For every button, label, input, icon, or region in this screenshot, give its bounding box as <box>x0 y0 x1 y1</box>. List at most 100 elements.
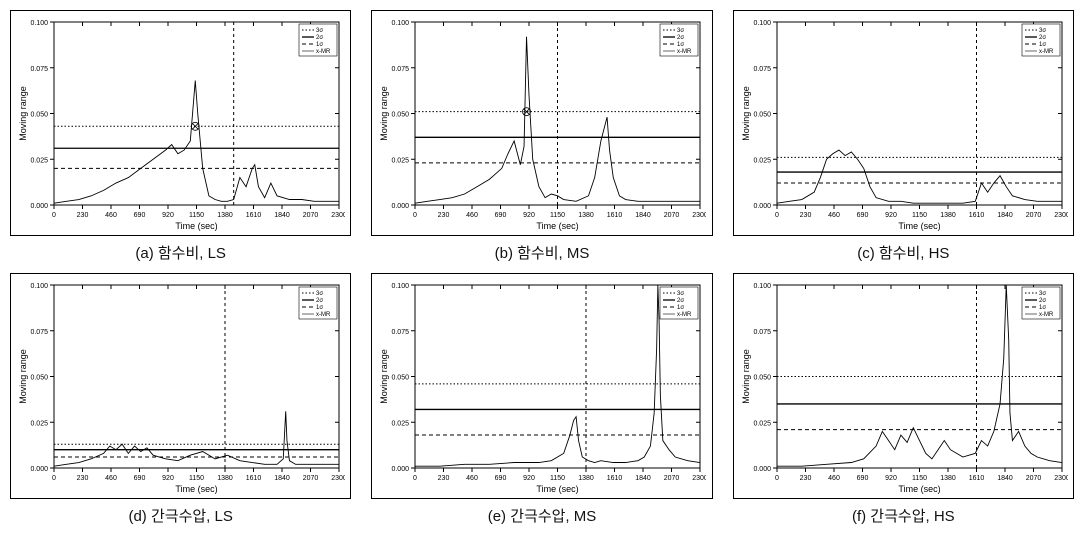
svg-text:230: 230 <box>77 475 89 482</box>
svg-text:230: 230 <box>799 212 811 219</box>
panel-b-chart: 02304606909201150138016101840207023000.0… <box>371 10 712 236</box>
svg-text:1σ: 1σ <box>316 42 323 48</box>
svg-text:Time (sec): Time (sec) <box>537 221 579 231</box>
panel-c-chart: 02304606909201150138016101840207023000.0… <box>733 10 1074 236</box>
svg-text:1380: 1380 <box>217 475 233 482</box>
svg-text:230: 230 <box>77 212 89 219</box>
svg-text:Moving range: Moving range <box>379 86 389 141</box>
panel-f-cell: 02304606909201150138016101840207023000.0… <box>733 273 1074 526</box>
svg-text:Time (sec): Time (sec) <box>537 484 579 494</box>
svg-text:690: 690 <box>495 212 507 219</box>
svg-text:0: 0 <box>52 475 56 482</box>
svg-text:1610: 1610 <box>968 475 984 482</box>
svg-text:1150: 1150 <box>550 212 565 219</box>
svg-text:1610: 1610 <box>607 475 623 482</box>
svg-text:1σ: 1σ <box>677 305 684 311</box>
svg-text:1840: 1840 <box>636 475 652 482</box>
svg-text:1150: 1150 <box>189 475 204 482</box>
svg-text:0.050: 0.050 <box>392 112 410 119</box>
svg-text:690: 690 <box>134 212 146 219</box>
svg-text:1610: 1610 <box>246 212 262 219</box>
svg-text:x-MR: x-MR <box>1039 49 1054 55</box>
svg-text:1σ: 1σ <box>316 305 323 311</box>
svg-text:0.000: 0.000 <box>30 203 48 210</box>
svg-text:0: 0 <box>775 212 779 219</box>
svg-text:460: 460 <box>105 475 117 482</box>
svg-text:Time (sec): Time (sec) <box>175 484 217 494</box>
svg-text:690: 690 <box>856 475 868 482</box>
svg-text:2300: 2300 <box>693 212 707 219</box>
svg-text:2070: 2070 <box>1025 475 1041 482</box>
svg-text:0.075: 0.075 <box>30 66 48 73</box>
svg-text:Time (sec): Time (sec) <box>898 484 940 494</box>
svg-text:0.025: 0.025 <box>30 157 48 164</box>
svg-text:0: 0 <box>413 212 417 219</box>
svg-text:2070: 2070 <box>303 475 319 482</box>
panel-a-chart: 02304606909201150138016101840207023000.0… <box>10 10 351 236</box>
panel-e-cell: 02304606909201150138016101840207023000.0… <box>371 273 712 526</box>
svg-text:2300: 2300 <box>331 212 345 219</box>
panel-d-caption: (d) 간극수압, LS <box>128 505 232 526</box>
svg-text:2σ: 2σ <box>316 35 323 41</box>
svg-text:1380: 1380 <box>940 475 956 482</box>
svg-text:Moving range: Moving range <box>18 86 28 141</box>
svg-text:1σ: 1σ <box>1039 305 1046 311</box>
svg-text:0.025: 0.025 <box>392 157 410 164</box>
svg-text:1840: 1840 <box>274 475 290 482</box>
svg-text:0.025: 0.025 <box>392 420 410 427</box>
svg-text:0.000: 0.000 <box>392 466 410 473</box>
svg-text:1150: 1150 <box>550 475 565 482</box>
svg-text:0: 0 <box>775 475 779 482</box>
svg-text:460: 460 <box>828 212 840 219</box>
svg-text:2070: 2070 <box>1025 212 1041 219</box>
svg-text:3σ: 3σ <box>1039 28 1046 34</box>
svg-text:0.075: 0.075 <box>392 66 410 73</box>
panel-b-caption: (b) 함수비, MS <box>495 242 590 263</box>
svg-text:920: 920 <box>162 475 174 482</box>
svg-text:Time (sec): Time (sec) <box>175 221 217 231</box>
svg-text:2σ: 2σ <box>1039 35 1046 41</box>
svg-text:1150: 1150 <box>912 212 927 219</box>
svg-text:1840: 1840 <box>997 475 1013 482</box>
svg-text:230: 230 <box>438 212 450 219</box>
svg-text:0.050: 0.050 <box>753 375 771 382</box>
svg-text:2300: 2300 <box>693 475 707 482</box>
svg-text:0.000: 0.000 <box>753 203 771 210</box>
svg-text:x-MR: x-MR <box>677 49 692 55</box>
svg-text:1610: 1610 <box>607 212 623 219</box>
svg-text:2300: 2300 <box>331 475 345 482</box>
svg-text:0.025: 0.025 <box>30 420 48 427</box>
svg-text:920: 920 <box>162 212 174 219</box>
svg-text:230: 230 <box>438 475 450 482</box>
svg-text:0.100: 0.100 <box>753 20 771 27</box>
svg-text:0.050: 0.050 <box>392 375 410 382</box>
svg-text:920: 920 <box>885 475 897 482</box>
svg-text:0.050: 0.050 <box>30 375 48 382</box>
svg-text:x-MR: x-MR <box>677 312 692 318</box>
svg-text:0.000: 0.000 <box>392 203 410 210</box>
svg-text:Moving range: Moving range <box>741 86 751 141</box>
svg-text:1840: 1840 <box>274 212 290 219</box>
panel-c-cell: 02304606909201150138016101840207023000.0… <box>733 10 1074 263</box>
panel-a-cell: 02304606909201150138016101840207023000.0… <box>10 10 351 263</box>
svg-text:0.075: 0.075 <box>392 329 410 336</box>
svg-text:0.075: 0.075 <box>753 329 771 336</box>
svg-text:0.075: 0.075 <box>30 329 48 336</box>
svg-text:Moving range: Moving range <box>18 349 28 404</box>
svg-text:0.100: 0.100 <box>392 283 410 290</box>
panel-d-chart: 02304606909201150138016101840207023000.0… <box>10 273 351 499</box>
svg-text:1840: 1840 <box>997 212 1013 219</box>
svg-text:3σ: 3σ <box>1039 291 1046 297</box>
svg-text:0.025: 0.025 <box>753 157 771 164</box>
svg-text:2070: 2070 <box>664 475 680 482</box>
svg-text:920: 920 <box>523 475 535 482</box>
svg-text:x-MR: x-MR <box>316 312 331 318</box>
svg-text:Time (sec): Time (sec) <box>898 221 940 231</box>
svg-text:0: 0 <box>52 212 56 219</box>
svg-text:1610: 1610 <box>968 212 984 219</box>
svg-text:690: 690 <box>856 212 868 219</box>
svg-text:690: 690 <box>495 475 507 482</box>
svg-text:0.100: 0.100 <box>392 20 410 27</box>
svg-text:0.075: 0.075 <box>753 66 771 73</box>
svg-text:0.050: 0.050 <box>753 112 771 119</box>
